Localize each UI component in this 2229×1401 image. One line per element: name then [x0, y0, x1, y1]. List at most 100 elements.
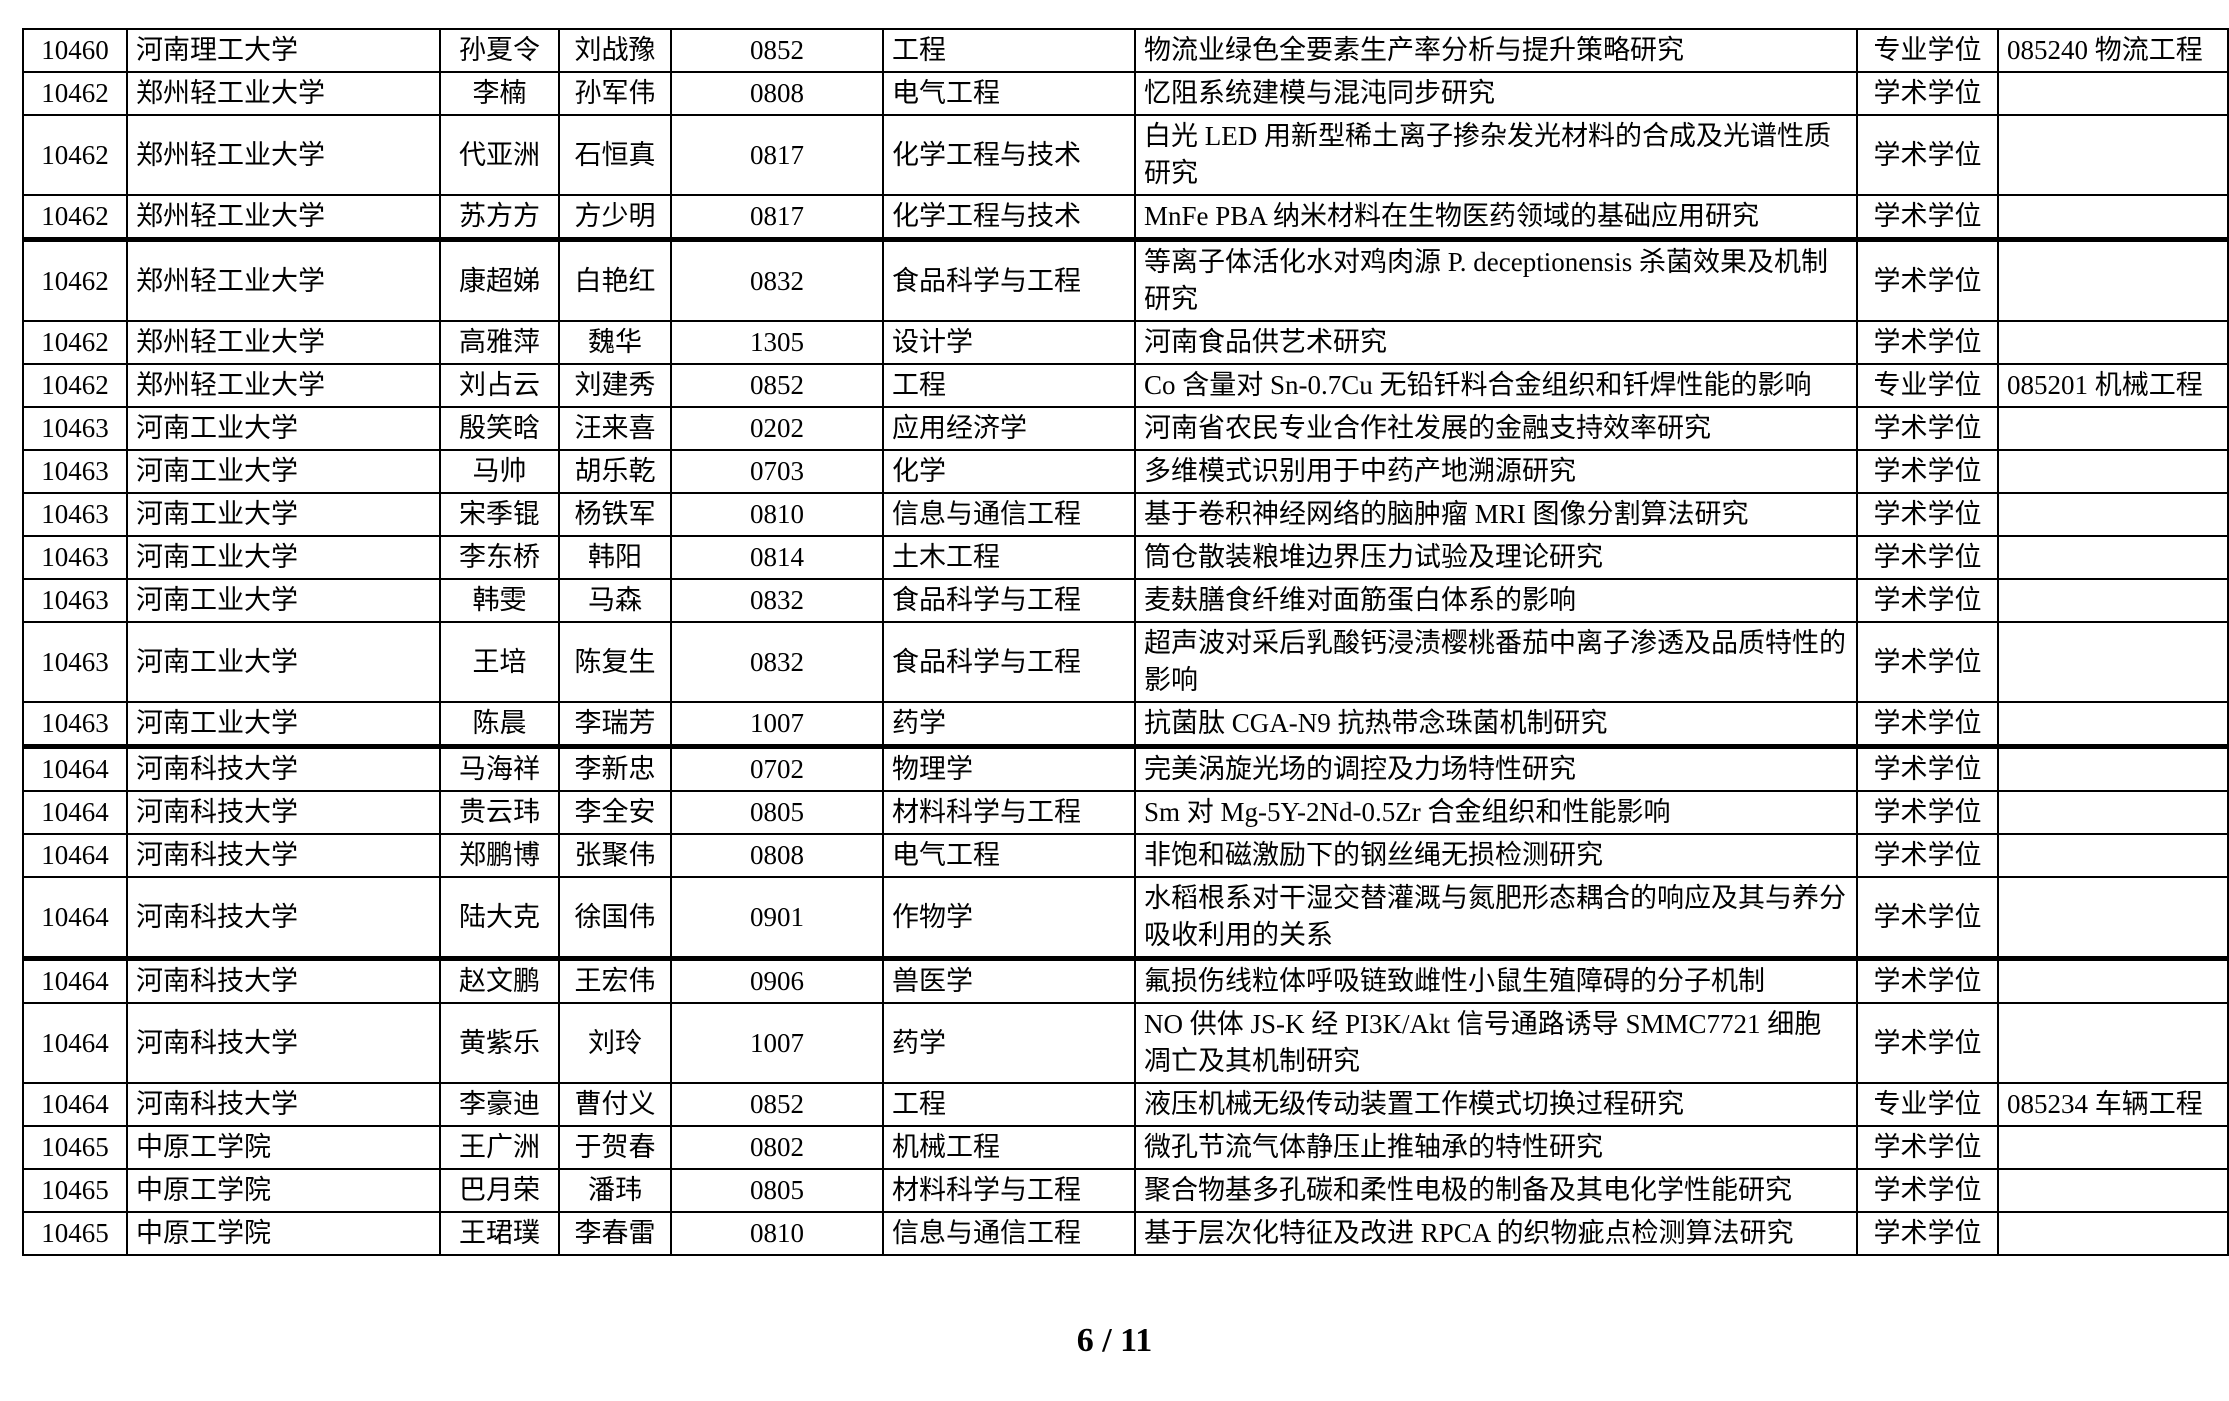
cell-thesis-title: 氟损伤线粒体呼吸链致雌性小鼠生殖障碍的分子机制 — [1134, 957, 1858, 1004]
table-row: 10465 中原工学院 王珺璞 李春雷 0810 信息与通信工程 基于层次化特征及改进 RP… — [22, 1211, 2229, 1256]
cell-discipline-name: 食品科学与工程 — [882, 578, 1136, 623]
cell-thesis-title: NO 供体 JS-K 经 PI3K/Akt 信号通路诱导 SMMC7721 细胞… — [1134, 1002, 1858, 1084]
cell-specialization — [1997, 114, 2229, 196]
cell-university: 郑州轻工业大学 — [126, 238, 441, 322]
cell-thesis-title: 超声波对采后乳酸钙浸渍樱桃番茄中离子渗透及品质特性的影响 — [1134, 621, 1858, 703]
cell-thesis-title: 聚合物基多孔碳和柔性电极的制备及其电化学性能研究 — [1134, 1168, 1858, 1213]
cell-discipline-code: 0810 — [670, 1211, 884, 1256]
cell-university: 河南工业大学 — [126, 621, 441, 703]
cell-thesis-title: Sm 对 Mg-5Y-2Nd-0.5Zr 合金组织和性能影响 — [1134, 790, 1858, 835]
cell-thesis-title: 白光 LED 用新型稀土离子掺杂发光材料的合成及光谱性质研究 — [1134, 114, 1858, 196]
cell-discipline-code: 1007 — [670, 1002, 884, 1084]
cell-thesis-title: 微孔节流气体静压止推轴承的特性研究 — [1134, 1125, 1858, 1170]
cell-advisor: 陈复生 — [558, 621, 672, 703]
cell-discipline-code: 0817 — [670, 114, 884, 196]
cell-degree-type: 学术学位 — [1856, 320, 1999, 365]
cell-thesis-title: 河南食品供艺术研究 — [1134, 320, 1858, 365]
cell-discipline-name: 材料科学与工程 — [882, 790, 1136, 835]
cell-student: 康超娣 — [439, 238, 560, 322]
cell-degree-type: 学术学位 — [1856, 578, 1999, 623]
cell-advisor: 潘玮 — [558, 1168, 672, 1213]
cell-discipline-name: 兽医学 — [882, 957, 1136, 1004]
cell-code: 10465 — [22, 1125, 128, 1170]
cell-discipline-name: 电气工程 — [882, 71, 1136, 116]
cell-advisor: 李新忠 — [558, 745, 672, 792]
cell-code: 10462 — [22, 238, 128, 322]
table-row: 10462 郑州轻工业大学 代亚洲 石恒真 0817 化学工程与技术 白光 LED 用新型稀… — [22, 114, 2229, 196]
cell-discipline-name: 信息与通信工程 — [882, 1211, 1136, 1256]
table-row: 10462 郑州轻工业大学 高雅萍 魏华 1305 设计学 河南食品供艺术研究 学术学位 — [22, 320, 2229, 365]
cell-specialization — [1997, 833, 2229, 878]
cell-thesis-title: 河南省农民专业合作社发展的金融支持效率研究 — [1134, 406, 1858, 451]
cell-university: 中原工学院 — [126, 1125, 441, 1170]
cell-discipline-name: 土木工程 — [882, 535, 1136, 580]
cell-thesis-title: 水稻根系对干湿交替灌溉与氮肥形态耦合的响应及其与养分吸收利用的关系 — [1134, 876, 1858, 961]
table-row: 10463 河南工业大学 马帅 胡乐乾 0703 化学 多维模式识别用于中药产地溯源研究 学术… — [22, 449, 2229, 494]
table-row: 10463 河南工业大学 殷笑晗 汪来喜 0202 应用经济学 河南省农民专业合作社发展的金… — [22, 406, 2229, 451]
cell-code: 10460 — [22, 28, 128, 73]
cell-code: 10464 — [22, 745, 128, 792]
table-row: 10463 河南工业大学 王培 陈复生 0832 食品科学与工程 超声波对采后乳酸钙浸渍樱桃… — [22, 621, 2229, 703]
table-row: 10465 中原工学院 巴月荣 潘玮 0805 材料科学与工程 聚合物基多孔碳和柔性电极的制… — [22, 1168, 2229, 1213]
cell-advisor: 徐国伟 — [558, 876, 672, 961]
cell-university: 河南工业大学 — [126, 449, 441, 494]
cell-student: 陆大克 — [439, 876, 560, 961]
cell-discipline-name: 食品科学与工程 — [882, 621, 1136, 703]
cell-code: 10462 — [22, 363, 128, 408]
cell-code: 10464 — [22, 1082, 128, 1127]
cell-university: 郑州轻工业大学 — [126, 194, 441, 242]
cell-advisor: 汪来喜 — [558, 406, 672, 451]
cell-code: 10462 — [22, 114, 128, 196]
cell-thesis-title: 非饱和磁激励下的钢丝绳无损检测研究 — [1134, 833, 1858, 878]
cell-discipline-code: 0852 — [670, 363, 884, 408]
table-row: 10464 河南科技大学 陆大克 徐国伟 0901 作物学 水稻根系对干湿交替灌溉与氮肥形态… — [22, 876, 2229, 961]
cell-student: 王培 — [439, 621, 560, 703]
cell-university: 河南工业大学 — [126, 578, 441, 623]
cell-degree-type: 学术学位 — [1856, 957, 1999, 1004]
cell-specialization: 085234 车辆工程 — [1997, 1082, 2229, 1127]
cell-specialization — [1997, 876, 2229, 961]
cell-advisor: 刘玲 — [558, 1002, 672, 1084]
cell-specialization — [1997, 1211, 2229, 1256]
cell-discipline-name: 设计学 — [882, 320, 1136, 365]
cell-discipline-code: 0810 — [670, 492, 884, 537]
cell-advisor: 马森 — [558, 578, 672, 623]
cell-advisor: 刘战豫 — [558, 28, 672, 73]
cell-specialization — [1997, 621, 2229, 703]
cell-student: 巴月荣 — [439, 1168, 560, 1213]
cell-student: 贵云玮 — [439, 790, 560, 835]
cell-advisor: 李全安 — [558, 790, 672, 835]
cell-degree-type: 学术学位 — [1856, 745, 1999, 792]
cell-student: 马海祥 — [439, 745, 560, 792]
cell-discipline-code: 0901 — [670, 876, 884, 961]
cell-thesis-title: 基于卷积神经网络的脑肿瘤 MRI 图像分割算法研究 — [1134, 492, 1858, 537]
cell-discipline-name: 信息与通信工程 — [882, 492, 1136, 537]
cell-advisor: 张聚伟 — [558, 833, 672, 878]
cell-advisor: 韩阳 — [558, 535, 672, 580]
cell-university: 郑州轻工业大学 — [126, 114, 441, 196]
cell-specialization — [1997, 957, 2229, 1004]
cell-code: 10464 — [22, 876, 128, 961]
table-row: 10464 河南科技大学 赵文鹏 王宏伟 0906 兽医学 氟损伤线粒体呼吸链致雌性小鼠生殖… — [22, 957, 2229, 1004]
cell-student: 王广洲 — [439, 1125, 560, 1170]
cell-discipline-code: 1007 — [670, 701, 884, 749]
table-row: 10460 河南理工大学 孙夏令 刘战豫 0852 工程 物流业绿色全要素生产率分析与提升策… — [22, 28, 2229, 73]
cell-discipline-code: 0702 — [670, 745, 884, 792]
cell-specialization — [1997, 578, 2229, 623]
cell-degree-type: 学术学位 — [1856, 1002, 1999, 1084]
cell-discipline-name: 机械工程 — [882, 1125, 1136, 1170]
cell-discipline-name: 电气工程 — [882, 833, 1136, 878]
cell-discipline-code: 1305 — [670, 320, 884, 365]
table-row: 10464 河南科技大学 郑鹏博 张聚伟 0808 电气工程 非饱和磁激励下的钢丝绳无损检测… — [22, 833, 2229, 878]
cell-code: 10463 — [22, 492, 128, 537]
cell-student: 李豪迪 — [439, 1082, 560, 1127]
cell-discipline-code: 0808 — [670, 71, 884, 116]
cell-thesis-title: 忆阻系统建模与混沌同步研究 — [1134, 71, 1858, 116]
cell-advisor: 石恒真 — [558, 114, 672, 196]
cell-code: 10464 — [22, 790, 128, 835]
table-row: 10462 郑州轻工业大学 刘占云 刘建秀 0852 工程 Co 含量对 Sn-0.7Cu … — [22, 363, 2229, 408]
table-row: 10462 郑州轻工业大学 李楠 孙军伟 0808 电气工程 忆阻系统建模与混沌同步研究 学术… — [22, 71, 2229, 116]
cell-thesis-title: MnFe PBA 纳米材料在生物医药领域的基础应用研究 — [1134, 194, 1858, 242]
cell-university: 河南工业大学 — [126, 535, 441, 580]
cell-code: 10465 — [22, 1211, 128, 1256]
